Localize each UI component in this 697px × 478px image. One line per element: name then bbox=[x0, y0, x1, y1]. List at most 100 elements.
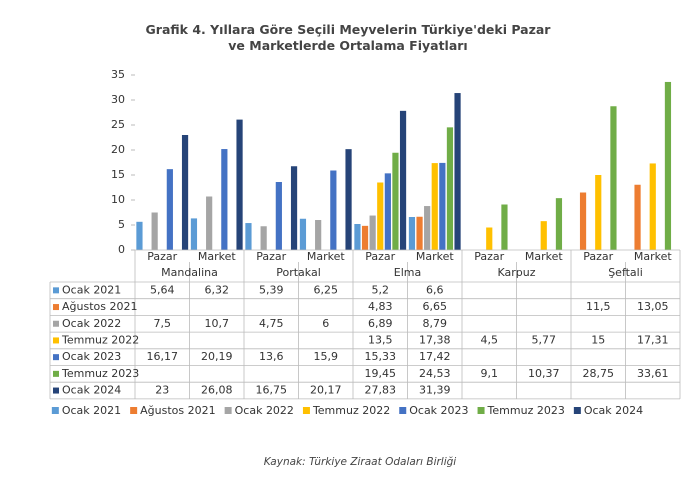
legend-swatch bbox=[53, 320, 59, 327]
bar bbox=[454, 93, 461, 250]
row-label: Temmuz 2022 bbox=[61, 333, 139, 346]
bar bbox=[245, 223, 252, 250]
group-label: Şeftali bbox=[608, 266, 643, 279]
bar bbox=[664, 81, 672, 250]
group-label: Elma bbox=[394, 266, 421, 279]
bar bbox=[315, 220, 322, 250]
table-value: 6,89 bbox=[368, 317, 393, 330]
table-value: 20,17 bbox=[310, 384, 342, 397]
table-value: 5,2 bbox=[372, 283, 390, 296]
table-value: 19,45 bbox=[365, 367, 397, 380]
row-label: Ocak 2024 bbox=[62, 384, 121, 397]
table-value: 27,83 bbox=[365, 384, 397, 397]
table-value: 7,5 bbox=[154, 317, 172, 330]
legend-swatch bbox=[477, 407, 485, 414]
table-value: 24,53 bbox=[419, 367, 451, 380]
bar bbox=[579, 192, 587, 250]
bar bbox=[399, 110, 407, 250]
category-label: Market bbox=[525, 250, 563, 263]
legend-label: Ağustos 2021 bbox=[140, 404, 215, 417]
group-label: Karpuz bbox=[497, 266, 535, 279]
bar bbox=[649, 163, 656, 250]
bar bbox=[361, 225, 369, 250]
table-value: 17,42 bbox=[419, 350, 451, 363]
category-label: Pazar bbox=[365, 250, 395, 263]
table-value: 16,17 bbox=[147, 350, 179, 363]
bar bbox=[330, 170, 337, 250]
table-value: 10,37 bbox=[528, 367, 560, 380]
table-value: 26,08 bbox=[201, 384, 233, 397]
legend-label: Ocak 2021 bbox=[62, 404, 121, 417]
table-value: 33,61 bbox=[637, 367, 669, 380]
legend-swatch bbox=[224, 407, 232, 414]
table-value: 6 bbox=[322, 317, 329, 330]
bar bbox=[634, 184, 641, 250]
category-label: Market bbox=[198, 250, 236, 263]
bar bbox=[392, 152, 399, 250]
table-value: 15,33 bbox=[365, 350, 397, 363]
category-label: Pazar bbox=[147, 250, 177, 263]
legend-label: Ocak 2022 bbox=[235, 404, 294, 417]
table-value: 13,05 bbox=[637, 300, 669, 313]
table-value: 4,75 bbox=[259, 317, 284, 330]
bar bbox=[408, 217, 416, 250]
bar bbox=[424, 206, 431, 250]
bar bbox=[275, 182, 282, 250]
bar bbox=[555, 198, 563, 250]
bar bbox=[369, 215, 376, 250]
legend-swatch bbox=[302, 407, 310, 414]
table-value: 17,38 bbox=[419, 333, 451, 346]
row-label: Ağustos 2021 bbox=[62, 300, 137, 313]
legend-label: Ocak 2023 bbox=[409, 404, 468, 417]
bar bbox=[151, 212, 158, 250]
group-label: Portakal bbox=[276, 266, 321, 279]
category-label: Market bbox=[634, 250, 672, 263]
chart-title: Grafik 4. Yıllara Göre Seçili Meyvelerin… bbox=[146, 22, 552, 53]
table-value: 6,25 bbox=[314, 283, 339, 296]
table-value: 10,7 bbox=[205, 317, 230, 330]
bar bbox=[354, 224, 361, 250]
table-value: 11,5 bbox=[586, 300, 611, 313]
table-value: 9,1 bbox=[481, 367, 499, 380]
group-label: Mandalina bbox=[161, 266, 218, 279]
y-tick-label: 25 bbox=[111, 118, 125, 131]
bar bbox=[190, 218, 198, 250]
category-label: Market bbox=[307, 250, 345, 263]
y-tick-label: 10 bbox=[111, 193, 125, 206]
table-value: 8,79 bbox=[423, 317, 448, 330]
row-label: Ocak 2022 bbox=[62, 317, 121, 330]
legend-swatch bbox=[53, 287, 59, 294]
table-value: 23 bbox=[155, 384, 169, 397]
table-value: 6,65 bbox=[423, 300, 448, 313]
legend-swatch bbox=[573, 407, 581, 414]
bar bbox=[345, 149, 352, 250]
y-tick-label: 5 bbox=[118, 218, 125, 231]
bar bbox=[221, 149, 228, 250]
table-value: 5,64 bbox=[150, 283, 175, 296]
category-label: Market bbox=[416, 250, 454, 263]
row-label: Temmuz 2023 bbox=[61, 367, 139, 380]
bar bbox=[166, 169, 173, 250]
table-value: 4,5 bbox=[481, 333, 499, 346]
bar bbox=[446, 127, 454, 250]
table-value: 16,75 bbox=[256, 384, 288, 397]
table-value: 6,6 bbox=[426, 283, 444, 296]
bar bbox=[136, 221, 143, 250]
table-value: 6,32 bbox=[205, 283, 230, 296]
table-value: 15 bbox=[591, 333, 605, 346]
bar bbox=[540, 221, 547, 250]
category-label: Pazar bbox=[583, 250, 613, 263]
table-value: 28,75 bbox=[583, 367, 615, 380]
bar bbox=[486, 227, 493, 250]
table-value: 20,19 bbox=[201, 350, 233, 363]
row-label: Ocak 2023 bbox=[62, 350, 121, 363]
table-value: 5,39 bbox=[259, 283, 284, 296]
legend-swatch bbox=[53, 387, 59, 394]
y-tick-label: 0 bbox=[118, 243, 125, 256]
bar bbox=[595, 175, 602, 250]
table-value: 13,5 bbox=[368, 333, 393, 346]
y-tick-label: 30 bbox=[111, 93, 125, 106]
table-value: 15,9 bbox=[314, 350, 339, 363]
bar bbox=[377, 182, 384, 250]
